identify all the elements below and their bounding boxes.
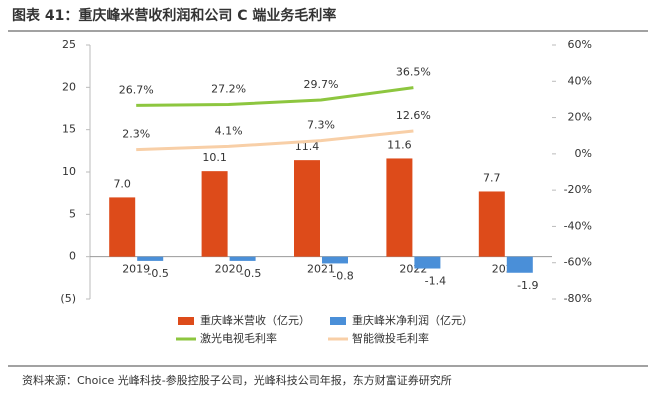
y-tick-label: 5 xyxy=(69,207,76,220)
x-tick-label: 2020 xyxy=(215,263,243,276)
legend-swatch xyxy=(178,317,194,325)
y2-tick-label: -80% xyxy=(564,292,592,305)
data-label: 26.7% xyxy=(119,83,154,96)
data-label: -0.5 xyxy=(240,267,261,280)
data-label: 4.1% xyxy=(215,124,243,137)
y2-tick-label: 60% xyxy=(568,38,592,51)
y2-tick-label: -60% xyxy=(564,256,592,269)
y2-tick-label: 40% xyxy=(568,74,592,87)
data-label: 7.3% xyxy=(307,119,335,132)
bar xyxy=(506,256,533,273)
legend-label: 激光电视毛利率 xyxy=(200,331,277,345)
bar xyxy=(414,256,441,269)
y-tick-label: (5) xyxy=(60,292,76,305)
y-tick-label: 25 xyxy=(62,38,76,51)
chart-title: 图表 41：重庆峰米营收利润和公司 C 端业务毛利率 xyxy=(12,7,336,24)
legend-swatch xyxy=(330,317,346,325)
y-tick-label: 15 xyxy=(62,123,76,136)
bar xyxy=(229,256,256,261)
line-series xyxy=(136,86,414,107)
bar xyxy=(294,160,320,257)
y2-tick-label: 20% xyxy=(568,111,592,124)
y-tick-label: 20 xyxy=(62,80,76,93)
data-label: 11.6 xyxy=(387,138,412,151)
legend-label: 智能微投毛利率 xyxy=(352,331,429,345)
data-label: 36.5% xyxy=(396,66,431,79)
bar xyxy=(322,256,348,264)
data-label: 7.7 xyxy=(483,171,501,184)
data-label: 27.2% xyxy=(211,83,246,96)
data-label: 29.7% xyxy=(304,78,339,91)
data-label: -1.4 xyxy=(425,275,446,288)
y2-tick-label: -40% xyxy=(564,219,592,232)
bar xyxy=(137,256,164,261)
x-tick-label: 2021 xyxy=(307,263,335,276)
bar xyxy=(386,158,413,257)
y2-tick-label: 0% xyxy=(575,147,592,160)
data-label: 12.6% xyxy=(396,109,431,122)
y-tick-label: 10 xyxy=(62,165,76,178)
y-tick-label: 0 xyxy=(69,250,76,263)
data-label: -0.5 xyxy=(147,267,168,280)
legend-label: 重庆峰米净利润（亿元） xyxy=(352,313,473,327)
line-series xyxy=(136,129,414,152)
bar xyxy=(201,171,228,257)
y2-tick-label: -20% xyxy=(564,183,592,196)
data-label: 10.1 xyxy=(202,151,227,164)
data-label: -0.8 xyxy=(332,269,353,282)
bar xyxy=(109,197,136,257)
data-label: 7.0 xyxy=(113,177,131,190)
bar xyxy=(478,191,505,257)
source: 资料来源：Choice 光峰科技-参股控股子公司，光峰科技公司年报，东方财富证券… xyxy=(22,373,452,387)
legend-label: 重庆峰米营收（亿元） xyxy=(200,313,310,327)
x-tick-label: 2019 xyxy=(122,263,150,276)
data-label: -1.9 xyxy=(517,279,538,292)
data-label: 2.3% xyxy=(122,128,150,141)
data-label: 11.4 xyxy=(295,140,320,153)
